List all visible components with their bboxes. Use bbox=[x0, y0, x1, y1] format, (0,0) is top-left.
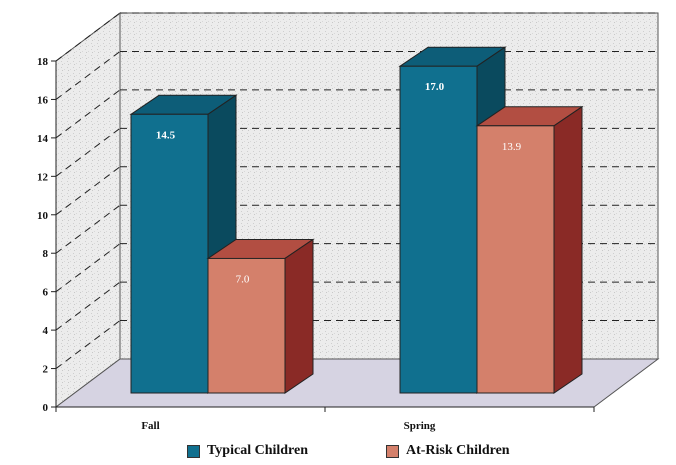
y-tick-label: 18 bbox=[37, 56, 49, 68]
legend-label-at-risk: At-Risk Children bbox=[406, 443, 510, 458]
gridline-side bbox=[55, 204, 121, 254]
legend-label-typical: Typical Children bbox=[207, 443, 309, 458]
gridline-side bbox=[55, 12, 121, 62]
x-axis: Fall Spring bbox=[55, 406, 595, 432]
bar-side-face bbox=[284, 238, 314, 394]
y-tick-label: 4 bbox=[43, 325, 49, 337]
legend: Typical Children At-Risk Children bbox=[0, 443, 676, 463]
y-tick-label: 2 bbox=[43, 364, 49, 376]
legend-item-at-risk: At-Risk Children bbox=[386, 443, 510, 459]
y-tick-label: 0 bbox=[43, 402, 49, 414]
gridline-side bbox=[55, 89, 121, 139]
gridline-side bbox=[55, 243, 121, 293]
gridline-side bbox=[55, 127, 121, 177]
gridline-side bbox=[55, 166, 121, 216]
y-axis: 0 2 4 6 8 10 12 14 16 18 bbox=[37, 56, 57, 414]
gridline-side bbox=[55, 281, 121, 331]
legend-swatch-at-risk bbox=[386, 444, 399, 458]
bars: 14.5 7.0 17.0 13.9 bbox=[129, 46, 584, 394]
bar-front-face bbox=[399, 65, 478, 394]
gridline-side bbox=[55, 51, 121, 100]
y-tick-label: 6 bbox=[43, 287, 49, 299]
x-tick-label: Spring bbox=[404, 420, 436, 432]
bar-value-label: 13.9 bbox=[502, 141, 522, 153]
bar-front-face bbox=[207, 257, 286, 394]
legend-swatch-typical bbox=[187, 444, 200, 458]
y-tick-label: 8 bbox=[43, 248, 49, 260]
y-tick-label: 12 bbox=[37, 171, 49, 183]
bar-at-risk: 13.9 bbox=[475, 105, 584, 394]
bar-chart: 0 2 4 6 8 10 12 14 16 18 Fall Spring 14.5 7.0 17.0 13… bbox=[37, 12, 660, 432]
bar-side-face bbox=[553, 105, 583, 394]
bar-front-face bbox=[130, 113, 209, 394]
bar-at-risk: 7.0 bbox=[206, 238, 315, 394]
bar-value-label: 7.0 bbox=[236, 273, 250, 285]
x-tick-label: Fall bbox=[141, 420, 159, 432]
y-tick-label: 10 bbox=[37, 210, 49, 222]
legend-item-typical: Typical Children bbox=[187, 443, 308, 459]
y-tick-label: 14 bbox=[37, 133, 49, 145]
side-wall bbox=[55, 12, 121, 408]
bar-value-label: 14.5 bbox=[156, 129, 176, 141]
bar-front-face bbox=[476, 125, 555, 394]
y-tick-label: 16 bbox=[37, 94, 49, 106]
gridline-side bbox=[55, 320, 121, 369]
bar-value-label: 17.0 bbox=[425, 81, 445, 93]
